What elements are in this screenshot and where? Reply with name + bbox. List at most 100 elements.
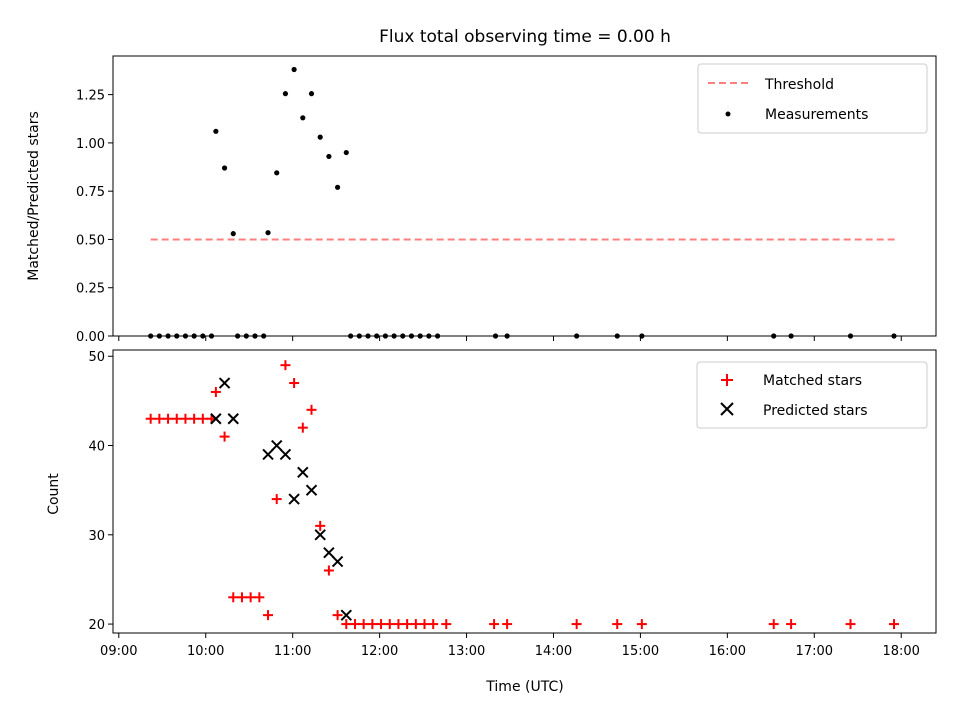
x-tick-label: 16:00 — [709, 644, 746, 659]
measurement-point — [291, 66, 297, 73]
matched-star-point — [332, 610, 343, 621]
measurement-point — [326, 153, 332, 160]
matched-star-point — [502, 619, 513, 630]
matched-star-point — [180, 413, 191, 424]
matched-star-point — [323, 565, 334, 576]
y-tick-label: 30 — [88, 529, 105, 544]
measurement-point — [274, 170, 280, 176]
measurements-legend-label: Measurements — [765, 107, 868, 123]
measurement-point — [213, 128, 219, 134]
matched-star-point — [571, 619, 582, 630]
matched-star-point — [768, 619, 779, 630]
top-legend: Threshold Measurements — [697, 63, 928, 134]
bottom-plot-frame — [112, 349, 937, 634]
bottom-marks — [145, 360, 899, 630]
matched-star-point — [297, 422, 308, 433]
matched-star-point — [410, 619, 421, 630]
matched-star-point — [349, 619, 360, 630]
matched-star-point — [367, 619, 378, 630]
x-tick-label: 11:00 — [274, 644, 311, 659]
matched-star-point — [341, 619, 352, 630]
matched-star-point — [384, 619, 395, 630]
predicted-star-point — [271, 439, 283, 452]
matched-star-point — [228, 592, 239, 603]
matched-star-point — [419, 619, 430, 630]
matched-star-point — [245, 592, 256, 603]
matched-star-point — [888, 619, 899, 630]
predicted-star-point — [323, 546, 335, 559]
matched-legend-label: Matched stars — [763, 373, 862, 389]
bottom-y-axis-label: Count — [46, 473, 62, 515]
top-plot-frame — [112, 55, 937, 337]
predicted-star-point — [297, 466, 309, 479]
predicted-star-point — [305, 484, 318, 496]
matched-star-point — [219, 431, 230, 442]
y-tick-label: 1.00 — [76, 137, 105, 152]
matched-star-point — [236, 592, 247, 603]
y-tick-label: 50 — [88, 350, 105, 365]
top-y-axis-label: Matched/Predicted stars — [26, 111, 42, 281]
y-tick-label: 0.75 — [76, 185, 105, 200]
x-tick-label: 12:00 — [361, 644, 398, 659]
matched-legend-key — [721, 374, 733, 386]
y-tick-label: 0.50 — [76, 233, 105, 248]
predicted-legend-key — [720, 402, 734, 416]
y-tick-label: 20 — [88, 618, 105, 633]
matched-star-point — [636, 619, 647, 630]
x-tick-label: 09:00 — [100, 644, 137, 659]
predicted-star-point — [314, 529, 326, 541]
matched-star-point — [786, 619, 797, 630]
matched-star-point — [163, 413, 174, 424]
y-tick-label: 0.00 — [76, 330, 105, 345]
bottom-x-ticks: 09:00 10:00 11:00 12:00 13:00 14:00 15:00 16:00… — [100, 633, 920, 659]
matched-star-point — [254, 592, 265, 603]
matched-star-point — [845, 619, 856, 630]
chart-title: Flux total observing time = 0.00 h — [379, 27, 671, 47]
matched-star-point — [358, 619, 369, 630]
predicted-star-point — [288, 493, 300, 505]
matched-star-point — [376, 619, 387, 630]
matched-star-point — [612, 619, 623, 630]
matched-star-point — [210, 386, 221, 397]
measurement-point — [343, 149, 349, 156]
predicted-star-point — [331, 555, 344, 568]
x-tick-label: 18:00 — [882, 644, 919, 659]
matched-star-point — [280, 360, 291, 371]
measurement-point — [300, 115, 306, 121]
matched-star-point — [315, 520, 326, 531]
x-tick-label: 15:00 — [622, 644, 659, 659]
matched-star-point — [197, 413, 208, 424]
matched-star-point — [171, 413, 182, 424]
y-tick-label: 0.25 — [76, 282, 105, 297]
top-y-ticks: 0.00 0.25 0.50 0.75 1.00 1.25 — [76, 89, 113, 345]
x-axis-label: Time (UTC) — [485, 679, 563, 695]
predicted-star-point — [262, 448, 274, 461]
matched-star-point — [271, 494, 282, 505]
predicted-star-point — [279, 448, 292, 461]
measurement-point — [334, 184, 341, 190]
matched-star-point — [263, 610, 274, 621]
measurement-point — [265, 230, 271, 236]
predicted-star-point — [218, 377, 231, 389]
bottom-legend-box — [696, 361, 928, 429]
top-x-ticks — [118, 336, 902, 341]
matched-star-point — [393, 619, 404, 630]
matched-star-point — [189, 413, 200, 424]
measurement-point — [282, 91, 289, 97]
x-tick-label: 13:00 — [448, 644, 485, 659]
measurement-point — [230, 231, 236, 237]
x-tick-label: 10:00 — [187, 644, 224, 659]
predicted-star-point — [227, 413, 239, 425]
y-tick-label: 1.25 — [76, 89, 105, 104]
x-tick-label: 14:00 — [535, 644, 572, 659]
predicted-star-point — [210, 413, 222, 425]
matched-star-point — [441, 619, 452, 630]
bottom-panel: Count Time (UTC) 20 30 40 50 09:00 10:00 11:0… — [46, 349, 937, 695]
measurement-point — [308, 91, 315, 97]
matched-star-point — [428, 619, 439, 630]
matched-star-point — [489, 619, 500, 630]
matched-star-point — [154, 413, 165, 424]
matched-star-point — [306, 404, 317, 415]
matched-star-point — [289, 378, 300, 389]
